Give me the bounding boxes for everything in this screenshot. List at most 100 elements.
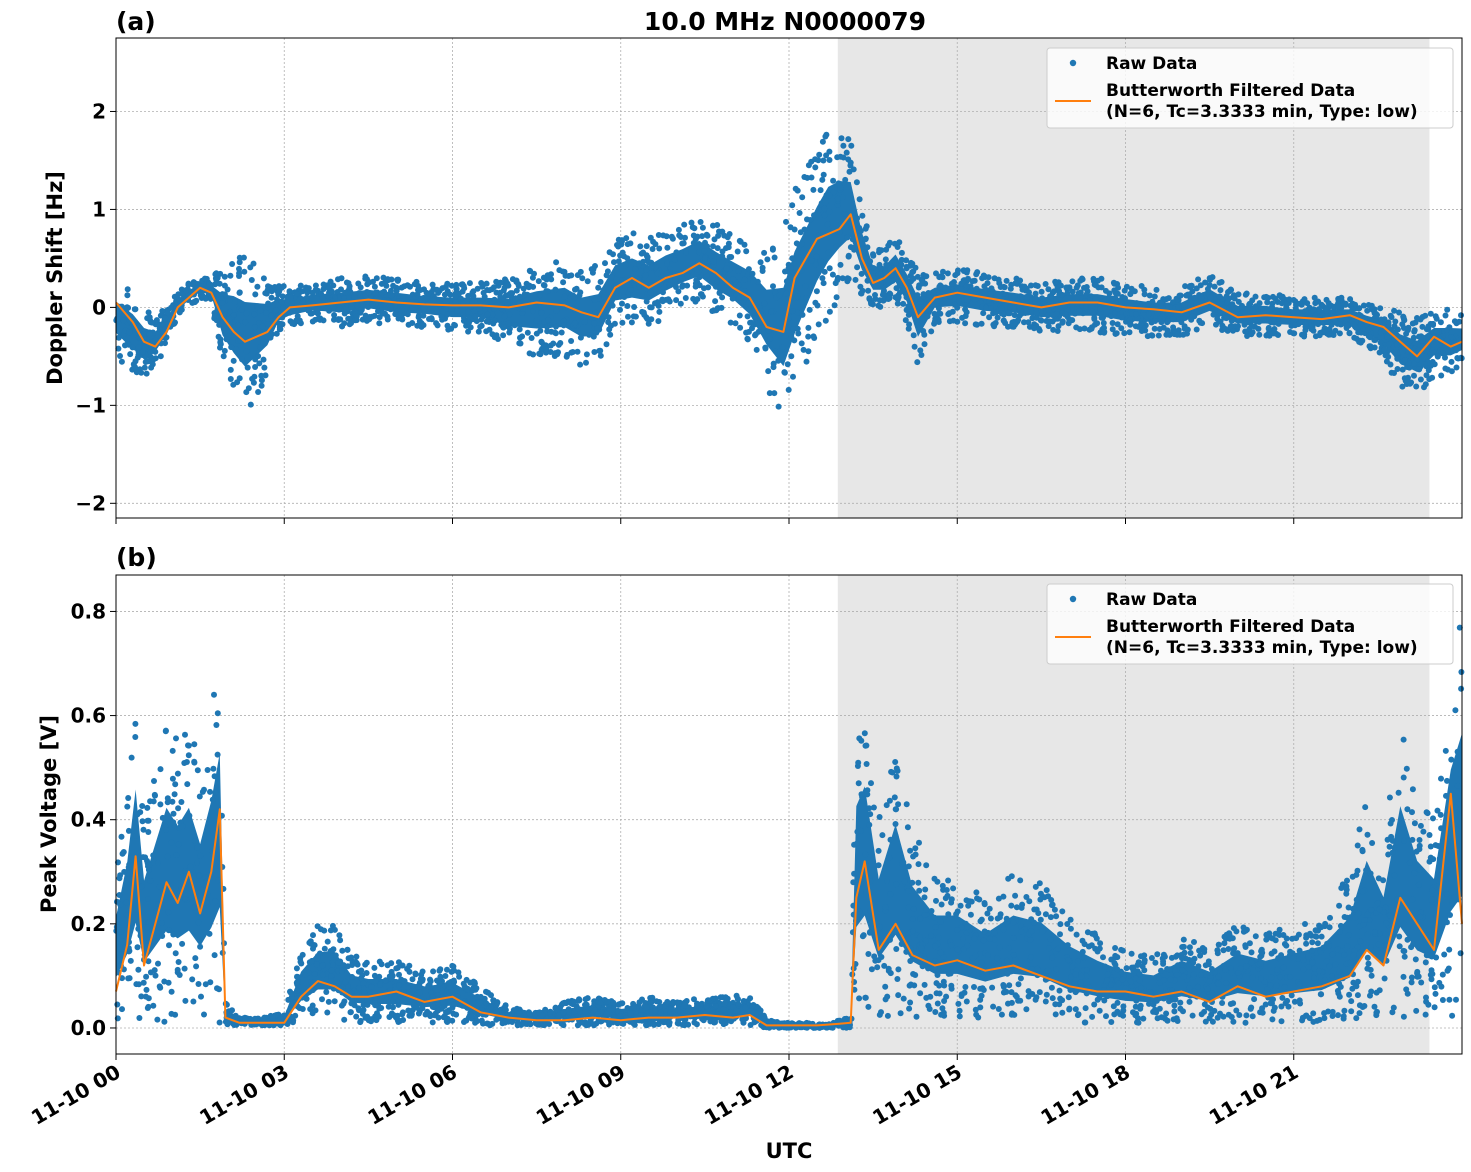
raw-point [841, 210, 848, 217]
raw-point [516, 326, 523, 333]
raw-point [1154, 1015, 1161, 1022]
raw-point [217, 339, 224, 346]
raw-point [1064, 921, 1071, 927]
raw-point [875, 302, 882, 309]
raw-point [294, 987, 301, 994]
raw-point [157, 801, 164, 808]
raw-point [1033, 309, 1040, 316]
raw-point [1446, 946, 1453, 953]
raw-point [247, 264, 254, 271]
raw-point [299, 1006, 306, 1012]
raw-point [987, 915, 994, 922]
raw-point [1026, 898, 1033, 905]
raw-point [1328, 321, 1335, 328]
raw-point [1401, 953, 1408, 960]
raw-point [889, 277, 896, 284]
raw-point [1248, 959, 1255, 966]
raw-point [826, 208, 833, 215]
raw-point [451, 1001, 458, 1008]
raw-point [892, 259, 899, 266]
raw-point [769, 246, 776, 253]
raw-point [1241, 319, 1248, 326]
raw-point [335, 317, 342, 323]
raw-point [343, 306, 350, 313]
raw-point [956, 298, 963, 305]
raw-point [1396, 309, 1402, 316]
raw-point [129, 344, 136, 351]
raw-point [954, 927, 961, 933]
raw-point [938, 901, 945, 908]
raw-point [1296, 981, 1303, 988]
raw-point [1425, 367, 1432, 374]
raw-point [331, 926, 338, 933]
raw-point [1104, 971, 1111, 978]
raw-point [261, 364, 268, 371]
raw-point [1345, 932, 1352, 939]
raw-point [1051, 906, 1058, 913]
raw-point [921, 341, 928, 348]
raw-point [796, 210, 803, 216]
raw-point [1290, 297, 1297, 303]
raw-point [785, 386, 792, 393]
raw-point [749, 1003, 756, 1009]
raw-point [1336, 968, 1343, 975]
raw-point [1357, 938, 1364, 945]
raw-point [145, 896, 151, 902]
raw-point [1427, 310, 1434, 317]
raw-point [260, 275, 267, 282]
raw-point [486, 326, 493, 333]
raw-point [1329, 951, 1336, 958]
raw-point [1069, 278, 1076, 285]
raw-point [1368, 972, 1375, 979]
raw-point [1008, 873, 1015, 880]
raw-point [1366, 343, 1373, 350]
raw-point [353, 313, 360, 320]
raw-point [216, 1019, 223, 1026]
raw-point [1249, 974, 1256, 981]
raw-point [719, 228, 726, 235]
raw-point [530, 351, 537, 358]
raw-point [1315, 298, 1322, 305]
raw-point [1046, 318, 1053, 325]
raw-point [792, 288, 799, 295]
raw-point [1122, 985, 1129, 992]
figure-title: 10.0 MHz N0000079 [644, 7, 926, 36]
raw-point [230, 381, 237, 388]
raw-point [723, 265, 730, 272]
raw-point [919, 963, 926, 970]
raw-point [1071, 980, 1078, 987]
raw-point [1376, 349, 1383, 356]
raw-point [476, 305, 483, 312]
raw-point [507, 290, 514, 297]
raw-point [135, 344, 142, 351]
raw-point [1038, 288, 1045, 295]
raw-point [258, 372, 265, 379]
raw-point [450, 977, 457, 984]
raw-point [212, 898, 219, 905]
raw-point [1382, 904, 1389, 911]
raw-point [246, 1016, 253, 1023]
raw-point [236, 299, 243, 306]
raw-point [866, 805, 873, 812]
raw-point [118, 833, 125, 840]
raw-point [1345, 904, 1352, 911]
raw-point [570, 292, 576, 299]
raw-point [895, 801, 902, 808]
raw-point [125, 795, 132, 801]
raw-point [698, 291, 705, 298]
raw-point [640, 249, 647, 256]
raw-point [1431, 1004, 1438, 1011]
raw-point [1443, 919, 1450, 926]
raw-point [622, 262, 629, 269]
raw-point [547, 349, 554, 355]
raw-point [764, 256, 771, 263]
raw-point [838, 135, 845, 142]
raw-point [1010, 934, 1017, 941]
raw-point [1435, 843, 1442, 849]
raw-point [175, 959, 182, 965]
raw-point [1365, 960, 1372, 967]
raw-point [948, 982, 955, 989]
raw-point [787, 264, 794, 271]
raw-point [1237, 965, 1244, 972]
raw-point [926, 1006, 933, 1012]
